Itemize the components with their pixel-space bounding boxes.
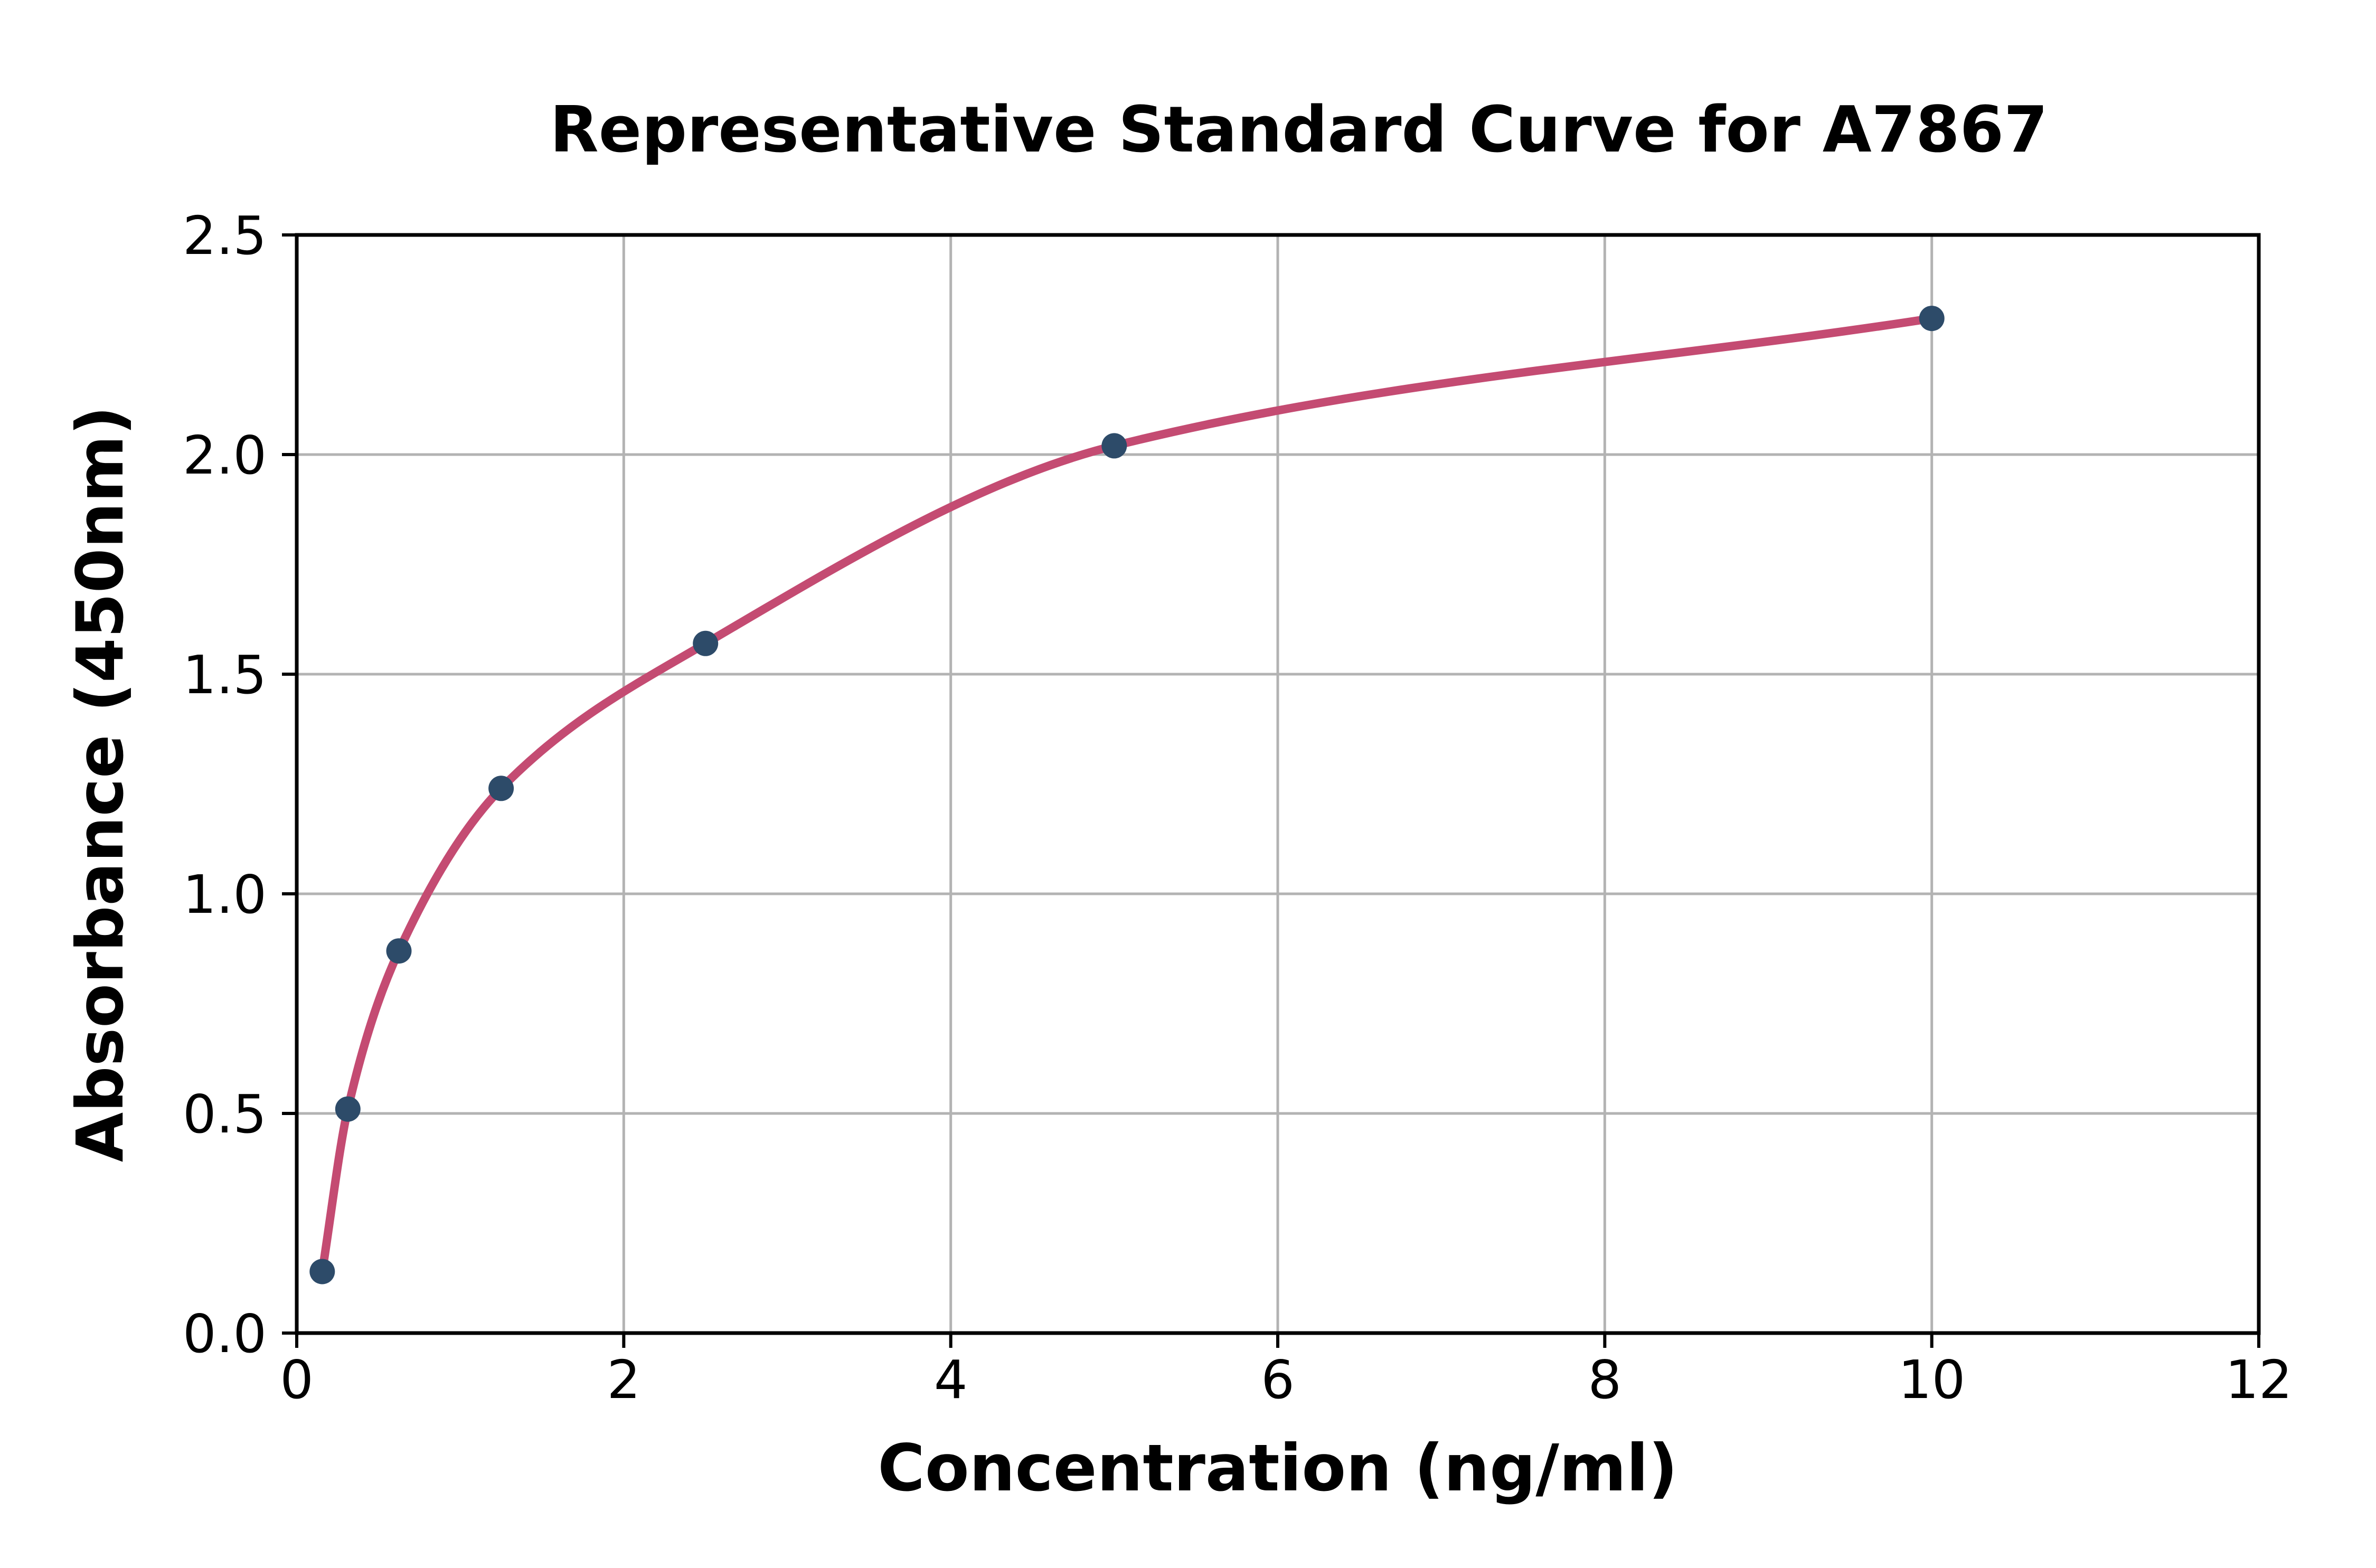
- y-tick-label: 0.0: [183, 1303, 267, 1365]
- x-tick-label: 4: [934, 1349, 968, 1411]
- x-tick-label: 2: [607, 1349, 641, 1411]
- x-tick-label: 6: [1261, 1349, 1295, 1411]
- data-point: [335, 1096, 361, 1122]
- chart-title: Representative Standard Curve for A7867: [550, 93, 2048, 167]
- data-point: [488, 776, 514, 801]
- fit-curve: [318, 314, 1936, 1276]
- x-tick-label: 0: [280, 1349, 314, 1411]
- gridlines: [297, 235, 2259, 1333]
- y-tick-labels: 0.0 0.5 1.0 1.5 2.0 2.5: [183, 205, 267, 1365]
- x-tick-labels: 0 2 4 6 8 10 12: [280, 1349, 2292, 1411]
- y-tick-label: 0.5: [183, 1083, 267, 1145]
- x-tick-label: 8: [1588, 1349, 1622, 1411]
- x-tick-label: 10: [1898, 1349, 1965, 1411]
- y-tick-label: 2.5: [183, 205, 267, 267]
- data-points: [309, 306, 1945, 1284]
- plot-frame: [295, 233, 2261, 1335]
- y-axis-label: Absorbance (450nm): [63, 406, 138, 1163]
- axis-ticks: [282, 233, 2260, 1348]
- data-point: [1919, 306, 1945, 332]
- x-tick-label: 12: [2225, 1349, 2292, 1411]
- y-tick-label: 1.5: [183, 644, 267, 706]
- data-point: [386, 938, 412, 964]
- data-point: [309, 1259, 335, 1284]
- y-tick-label: 1.0: [183, 864, 267, 925]
- data-point: [693, 630, 719, 656]
- data-point: [1101, 433, 1127, 459]
- x-axis-label: Concentration (ng/ml): [878, 1431, 1677, 1506]
- y-tick-label: 2.0: [183, 424, 267, 486]
